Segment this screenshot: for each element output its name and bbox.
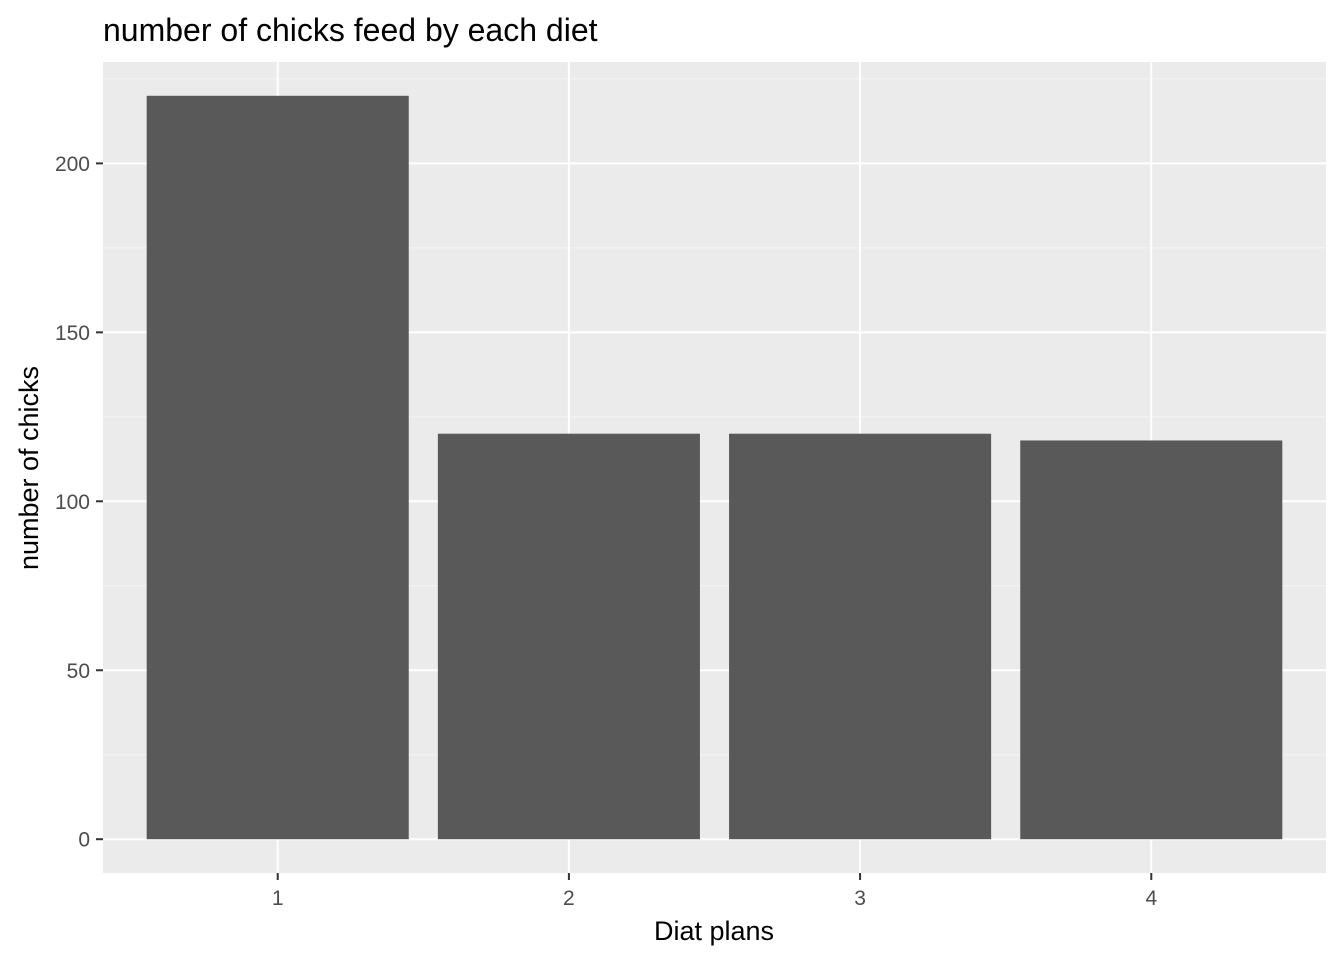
- x-tick-label: 1: [272, 887, 284, 910]
- x-axis-title: Diat plans: [654, 916, 774, 946]
- bar-diet-3: [729, 433, 992, 840]
- bars: [146, 95, 1283, 840]
- bar-diet-4: [1020, 440, 1283, 840]
- x-tick-label: 4: [1145, 887, 1157, 910]
- y-tick-label: 50: [67, 660, 90, 683]
- y-tick-label: 0: [78, 829, 90, 852]
- chart-title: number of chicks feed by each diet: [103, 12, 598, 48]
- bar-diet-2: [437, 433, 700, 840]
- x-tick-label: 3: [854, 887, 866, 910]
- x-axis: 1 2 3 4: [272, 873, 1157, 910]
- y-tick-label: 100: [55, 491, 90, 514]
- y-tick-label: 150: [55, 322, 90, 345]
- y-tick-label: 200: [55, 153, 90, 176]
- bar-diet-1: [146, 95, 409, 840]
- x-tick-label: 2: [563, 887, 575, 910]
- y-axis: 0 50 100 150 200: [55, 153, 103, 852]
- y-axis-title: number of chicks: [14, 366, 44, 570]
